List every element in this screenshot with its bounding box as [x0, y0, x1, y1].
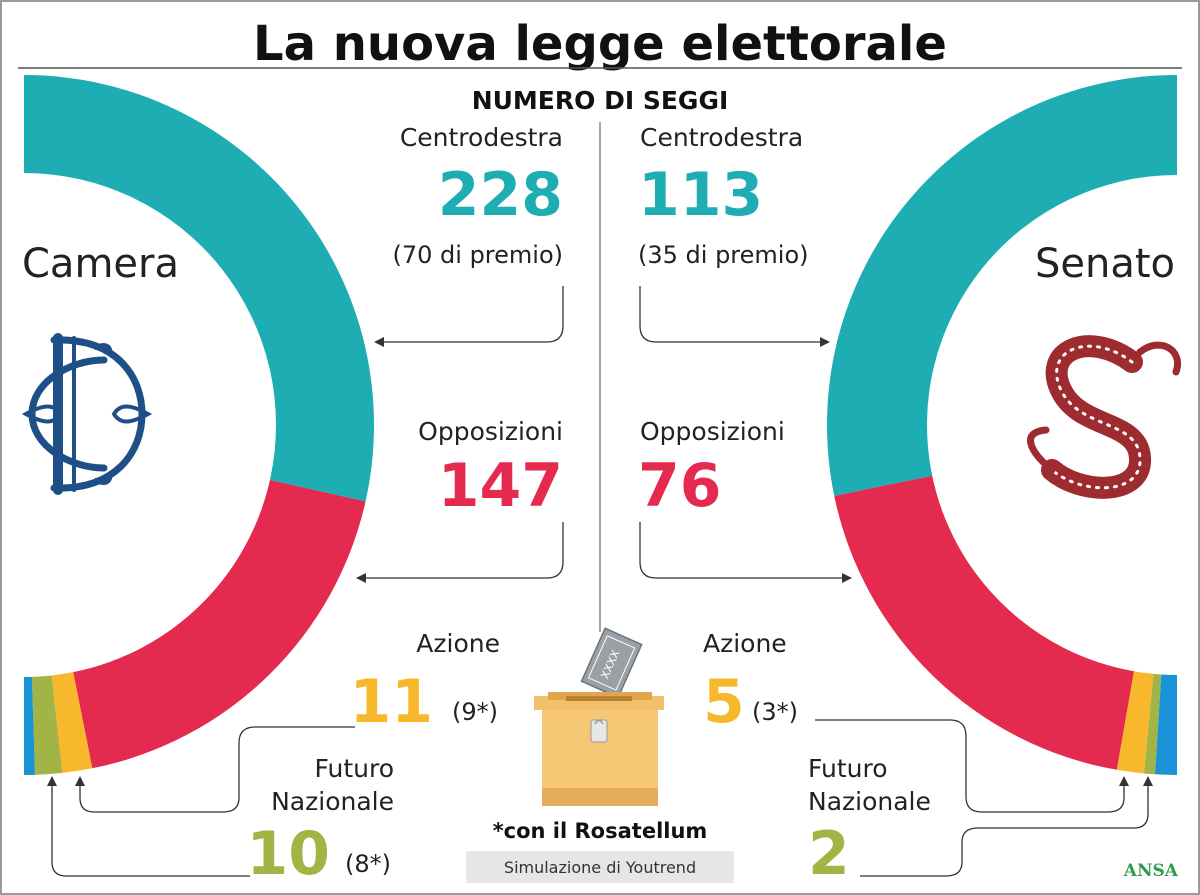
camera-centrodestra-value: 228 [438, 160, 563, 230]
senato-futuro-value: 2 [808, 819, 850, 889]
arrowhead-icon [1143, 776, 1153, 786]
senato-slice-futuro-nazionale [1144, 673, 1162, 775]
arrowhead-icon [374, 337, 384, 347]
senato-centrodestra-note: (35 di premio) [638, 241, 809, 269]
camera-slice-futuro-nazionale [31, 675, 63, 775]
senato-logo-icon [1027, 335, 1182, 499]
senato-opposizioni-connector [639, 522, 846, 579]
arrowhead-icon [47, 776, 57, 786]
senato-azione-value: 5 [703, 667, 745, 737]
senato-futuro-label-line2: Nazionale [808, 787, 931, 816]
camera-label: Camera [22, 241, 179, 287]
camera-centrodestra-label: Centrodestra [400, 123, 563, 152]
senato-centrodestra-value: 113 [638, 160, 763, 230]
arrowhead-icon [356, 573, 366, 583]
camera-opposizioni-value: 147 [438, 451, 563, 521]
subtitle: NUMERO DI SEGGI [472, 86, 729, 115]
camera-azione-value: 11 [350, 667, 434, 737]
senato-opposizioni-value: 76 [638, 451, 722, 521]
senato-label: Senato [1035, 241, 1175, 287]
page-title: La nuova legge elettorale [253, 16, 947, 72]
senato-slice-opposizioni [834, 475, 1135, 770]
senato-centrodestra-label: Centrodestra [640, 123, 803, 152]
camera-slice-opposizioni [73, 479, 366, 769]
camera-opposizioni-label: Opposizioni [418, 417, 563, 446]
ansa-logo: ANSA [1123, 861, 1179, 881]
camera-half-donut [24, 75, 375, 775]
camera-logo-icon [21, 333, 153, 495]
arrowhead-icon [842, 573, 852, 583]
camera-futuro-label-line2: Nazionale [271, 787, 394, 816]
senato-half-donut [827, 75, 1177, 775]
senato-azione-note: (3*) [752, 698, 798, 726]
camera-azione-note: (9*) [452, 698, 498, 726]
camera-futuro-connector [51, 784, 250, 877]
camera-futuro-note: (8*) [345, 850, 391, 878]
camera-futuro-label-line1: Futuro [314, 754, 394, 783]
senato-slice-azione [1116, 671, 1154, 774]
camera-slice-other [24, 676, 35, 775]
arrowhead-icon [820, 337, 830, 347]
senato-slice-other [1155, 674, 1177, 775]
senato-futuro-label-line1: Futuro [808, 754, 888, 783]
footnote: *con il Rosatellum [493, 819, 708, 843]
senato-centrodestra-connector [639, 286, 824, 343]
camera-opposizioni-connector [362, 522, 564, 579]
source-text: Simulazione di Youtrend [504, 858, 696, 877]
camera-slice-azione [51, 672, 93, 773]
arrowhead-icon [1119, 776, 1129, 786]
senato-azione-label: Azione [703, 629, 787, 658]
camera-futuro-value: 10 [247, 819, 331, 889]
source-box [466, 851, 734, 883]
senato-futuro-connector [860, 784, 1149, 877]
camera-centrodestra-note: (70 di premio) [393, 241, 564, 269]
senato-azione-connector [815, 719, 1125, 813]
camera-azione-connector [79, 726, 355, 813]
ballot-box-icon: XXXX [534, 627, 664, 806]
senato-slice-centrodestra [827, 75, 1177, 496]
camera-azione-label: Azione [416, 629, 500, 658]
title-band [2, 2, 1198, 68]
arrowhead-icon [75, 776, 85, 786]
camera-centrodestra-connector [380, 286, 564, 343]
senato-opposizioni-label: Opposizioni [640, 417, 785, 446]
camera-slice-centrodestra [24, 75, 375, 502]
